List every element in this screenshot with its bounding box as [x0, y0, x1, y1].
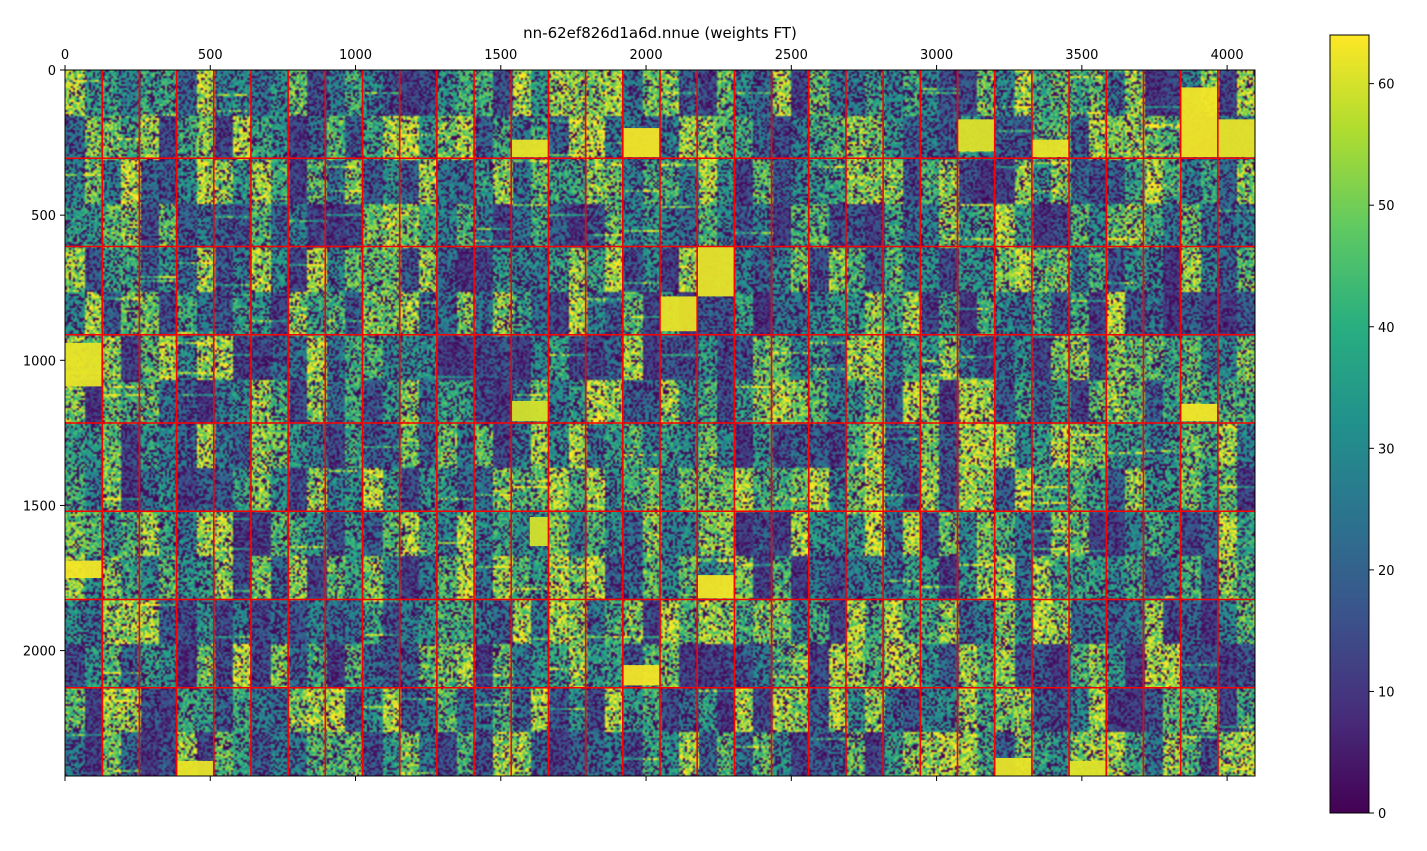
- colorbar-tick-label-0: 0: [1378, 807, 1386, 822]
- x-tick-label-3: 1500: [484, 48, 517, 63]
- bright-block-5: [511, 139, 549, 158]
- y-tick-label-2: 1000: [23, 354, 56, 369]
- bright-block-16: [994, 758, 1032, 776]
- bright-block-9: [511, 400, 549, 422]
- bright-block-6: [697, 247, 735, 297]
- bright-block-15: [1069, 760, 1107, 776]
- colorbar-tick-label-6: 60: [1378, 78, 1395, 93]
- y-tick-label-0: 0: [48, 64, 56, 79]
- x-tick-label-8: 4000: [1211, 48, 1244, 63]
- colorbar-tick-label-1: 10: [1378, 685, 1395, 700]
- x-axis-bottom-ticks: [64, 776, 1228, 781]
- y-tick-label-4: 2000: [23, 645, 56, 660]
- bright-block-12: [697, 575, 735, 599]
- bright-block-2: [1217, 119, 1255, 158]
- colorbar-tick-label-4: 40: [1378, 321, 1395, 336]
- x-tick-label-2: 1000: [339, 48, 372, 63]
- chart-title: nn-62ef826d1a6d.nnue (weights FT): [523, 24, 797, 42]
- x-tick-label-1: 500: [198, 48, 223, 63]
- plot-frame: [64, 69, 1256, 777]
- bright-block-8: [65, 342, 103, 387]
- x-tick-label-6: 3000: [920, 48, 953, 63]
- bright-block-10: [1180, 403, 1218, 422]
- block-grid-lines: [65, 70, 1255, 776]
- bright-block-4: [1031, 139, 1070, 158]
- x-tick-label-5: 2500: [775, 48, 808, 63]
- bright-block-14: [176, 760, 214, 776]
- y-tick-label-1: 500: [31, 209, 56, 224]
- x-tick-label-7: 3500: [1065, 48, 1098, 63]
- heatmap-plot-area: [65, 70, 1255, 776]
- y-axis: 0 500 1000 1500 2000: [23, 64, 65, 660]
- bright-block-1: [1180, 87, 1218, 158]
- bright-block-0: [622, 128, 660, 158]
- colorbar-tick-label-5: 50: [1378, 199, 1395, 214]
- y-tick-label-3: 1500: [23, 499, 56, 514]
- x-tick-label-0: 0: [61, 48, 69, 63]
- colorbar-gradient: [1330, 35, 1369, 813]
- colorbar-tick-label-3: 30: [1378, 442, 1395, 457]
- bright-block-13: [622, 665, 660, 686]
- x-tick-label-4: 2000: [630, 48, 663, 63]
- bright-block-7: [660, 296, 698, 332]
- x-axis-top: 0 500 1000 1500 2000 2500 3000 3500 4000: [61, 48, 1244, 70]
- bright-blocks-layer: [65, 87, 1255, 776]
- bright-block-17: [529, 517, 549, 547]
- colorbar-ticks: 0 10 20 30 40 50 60: [1369, 78, 1395, 822]
- colorbar-frame: [1329, 34, 1370, 814]
- colorbar: 0 10 20 30 40 50 60: [1329, 34, 1395, 822]
- bright-block-11: [65, 560, 103, 579]
- colorbar-tick-label-2: 20: [1378, 564, 1395, 579]
- bright-block-3: [957, 119, 995, 152]
